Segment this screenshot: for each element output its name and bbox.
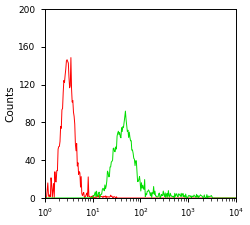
Y-axis label: Counts: Counts [6,85,16,122]
